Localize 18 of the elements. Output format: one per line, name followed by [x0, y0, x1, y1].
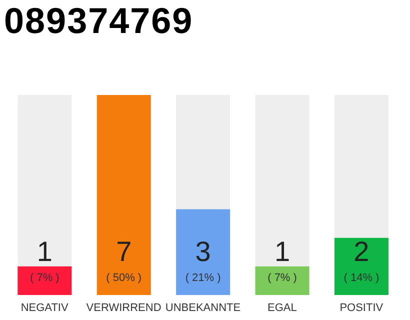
data-label: 1 — [274, 236, 290, 267]
x-tick-label: UNBEKANNTE — [165, 302, 241, 314]
x-tick-label: POSITIV — [340, 302, 384, 314]
annotation: ( 7% ) — [268, 272, 297, 284]
x-tick-label: EGAL — [268, 302, 297, 314]
data-label: 3 — [195, 236, 211, 267]
data-label: 2 — [354, 236, 370, 267]
bar — [255, 266, 310, 295]
data-label: 7 — [116, 236, 132, 267]
annotation: ( 14% ) — [344, 272, 380, 284]
bar — [18, 266, 72, 295]
data-label: 1 — [36, 236, 52, 267]
annotation: ( 7% ) — [30, 272, 60, 284]
x-tick-label: NEGATIV — [20, 302, 69, 314]
annotation: ( 21% ) — [185, 272, 221, 284]
x-tick-label: VERWIRREND — [86, 302, 162, 314]
annotation: ( 50% ) — [106, 272, 142, 284]
chart-title: 089374769 — [4, 0, 194, 42]
